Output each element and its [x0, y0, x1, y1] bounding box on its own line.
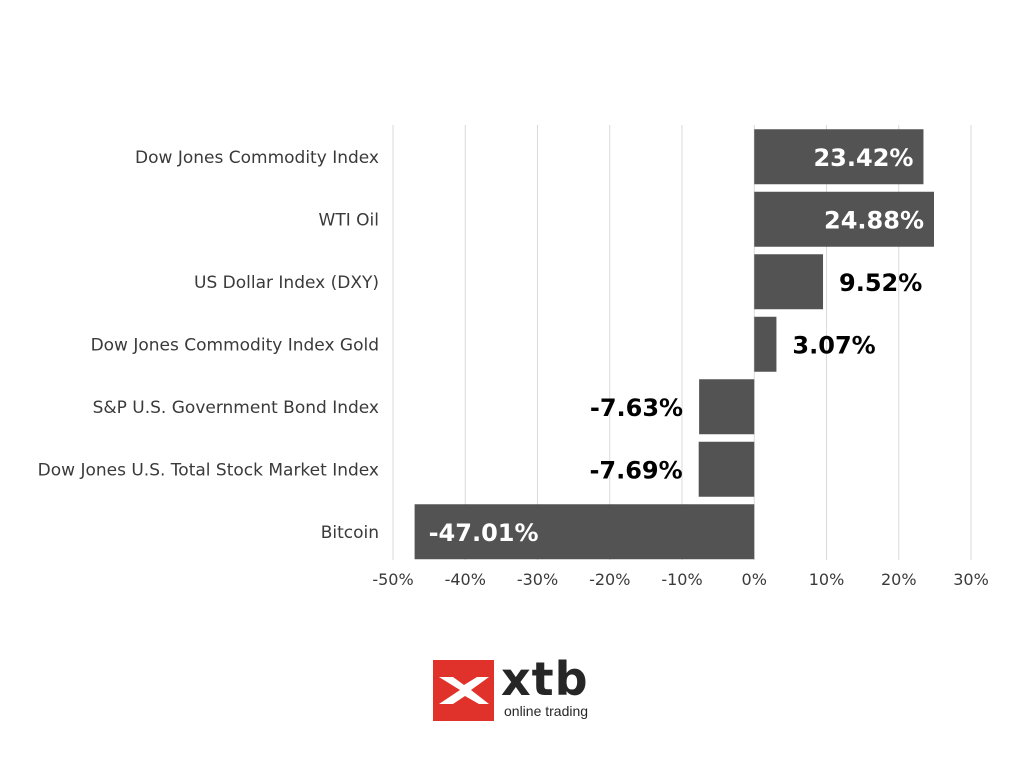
logo-brand: xtb	[501, 652, 589, 706]
bar	[698, 441, 755, 497]
x-tick-label: -40%	[445, 570, 486, 589]
data-labels: 23.42% 24.88% 9.52% 3.07% -7.63% -7.69% -47.01…	[429, 144, 924, 547]
x-tick-label: 20%	[881, 570, 917, 589]
bar	[754, 129, 924, 185]
bar	[699, 379, 755, 435]
category-label: Dow Jones U.S. Total Stock Market Index	[38, 460, 379, 480]
x-tick-label: 0%	[742, 570, 767, 589]
x-tick-label: -10%	[661, 570, 702, 589]
x-tick-label: -20%	[589, 570, 630, 589]
xtb-logo: xtb online trading	[433, 652, 633, 721]
x-tick-label: -30%	[517, 570, 558, 589]
data-label: 9.52%	[839, 269, 922, 297]
xtb-arrow-mark-icon	[433, 660, 494, 721]
bar	[754, 254, 824, 310]
data-label: 23.42%	[813, 144, 913, 172]
logo-tagline: online trading	[504, 703, 589, 719]
data-label: -7.69%	[589, 456, 682, 484]
data-label: -47.01%	[429, 519, 539, 547]
category-labels: Dow Jones Commodity Index WTI Oil US Dolla…	[38, 148, 379, 543]
bar-chart: Dow Jones Commodity Index WTI Oil US Dolla…	[38, 125, 989, 589]
bar	[414, 504, 755, 560]
data-label: -7.63%	[590, 394, 683, 422]
category-label: US Dollar Index (DXY)	[194, 273, 379, 293]
category-label: Dow Jones Commodity Index	[135, 148, 379, 168]
x-axis-ticks: -50% -40% -30% -20% -10% 0% 10% 20% 30%	[372, 570, 988, 589]
category-label: S&P U.S. Government Bond Index	[93, 398, 379, 418]
data-label: 3.07%	[792, 331, 875, 359]
bar	[754, 316, 777, 372]
x-tick-label: -50%	[372, 570, 413, 589]
category-label: WTI Oil	[319, 210, 379, 230]
category-label: Bitcoin	[321, 523, 379, 543]
data-label: 24.88%	[824, 206, 924, 234]
x-tick-label: 30%	[953, 570, 989, 589]
grid-lines	[392, 125, 972, 560]
x-tick-label: 10%	[809, 570, 845, 589]
category-label: Dow Jones Commodity Index Gold	[91, 335, 379, 355]
bar	[754, 191, 935, 247]
bars	[414, 129, 935, 560]
